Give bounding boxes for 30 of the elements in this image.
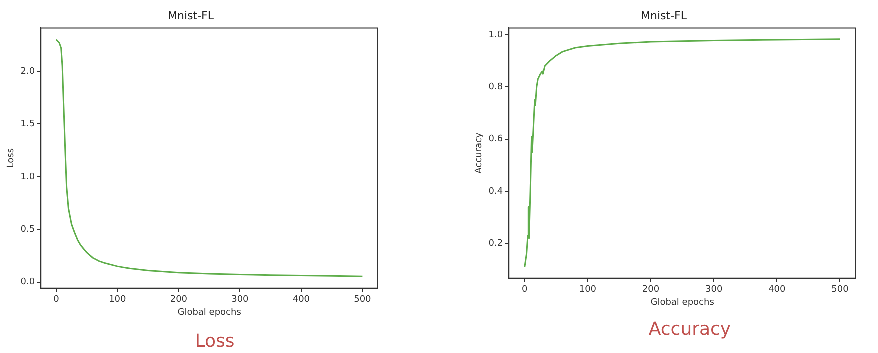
y-tick-label: 0.8 bbox=[488, 82, 504, 93]
x-tick-label: 0 bbox=[522, 285, 528, 296]
text: Accuracy bbox=[648, 319, 732, 340]
x-tick-label: 200 bbox=[642, 285, 660, 296]
x-tick-label: 100 bbox=[579, 285, 597, 296]
y-tick-label: 0.0 bbox=[20, 278, 36, 288]
x-tick-label: 100 bbox=[109, 295, 127, 306]
x-tick-label: 500 bbox=[832, 285, 850, 296]
x-tick-label: 400 bbox=[292, 295, 310, 306]
chart-title: Mnist-FL bbox=[168, 9, 215, 22]
y-axis-title: Accuracy bbox=[474, 132, 485, 174]
x-axis-title: Global epochs bbox=[650, 298, 715, 308]
x-tick-label: 500 bbox=[354, 295, 372, 306]
x-tick-label: 300 bbox=[706, 285, 723, 296]
y-axis-title: Loss bbox=[6, 148, 17, 168]
x-tick-label: 200 bbox=[170, 295, 188, 306]
y-tick-label: 0.6 bbox=[488, 134, 504, 145]
y-tick-label: 1.5 bbox=[20, 120, 36, 130]
text: Loss bbox=[195, 331, 235, 352]
x-tick-label: 0 bbox=[54, 295, 60, 306]
y-tick-label: 1.0 bbox=[488, 30, 504, 40]
y-tick-label: 0.5 bbox=[20, 224, 36, 235]
y-tick-label: 0.4 bbox=[488, 186, 504, 197]
chart-title: Mnist-FL bbox=[641, 9, 688, 22]
x-tick-label: 300 bbox=[232, 295, 250, 306]
y-tick-label: 0.2 bbox=[488, 239, 504, 250]
y-tick-label: 1.0 bbox=[20, 172, 36, 182]
y-tick-label: 2.0 bbox=[20, 66, 36, 77]
x-axis-title: Global epochs bbox=[178, 308, 242, 318]
x-tick-label: 400 bbox=[768, 285, 786, 296]
